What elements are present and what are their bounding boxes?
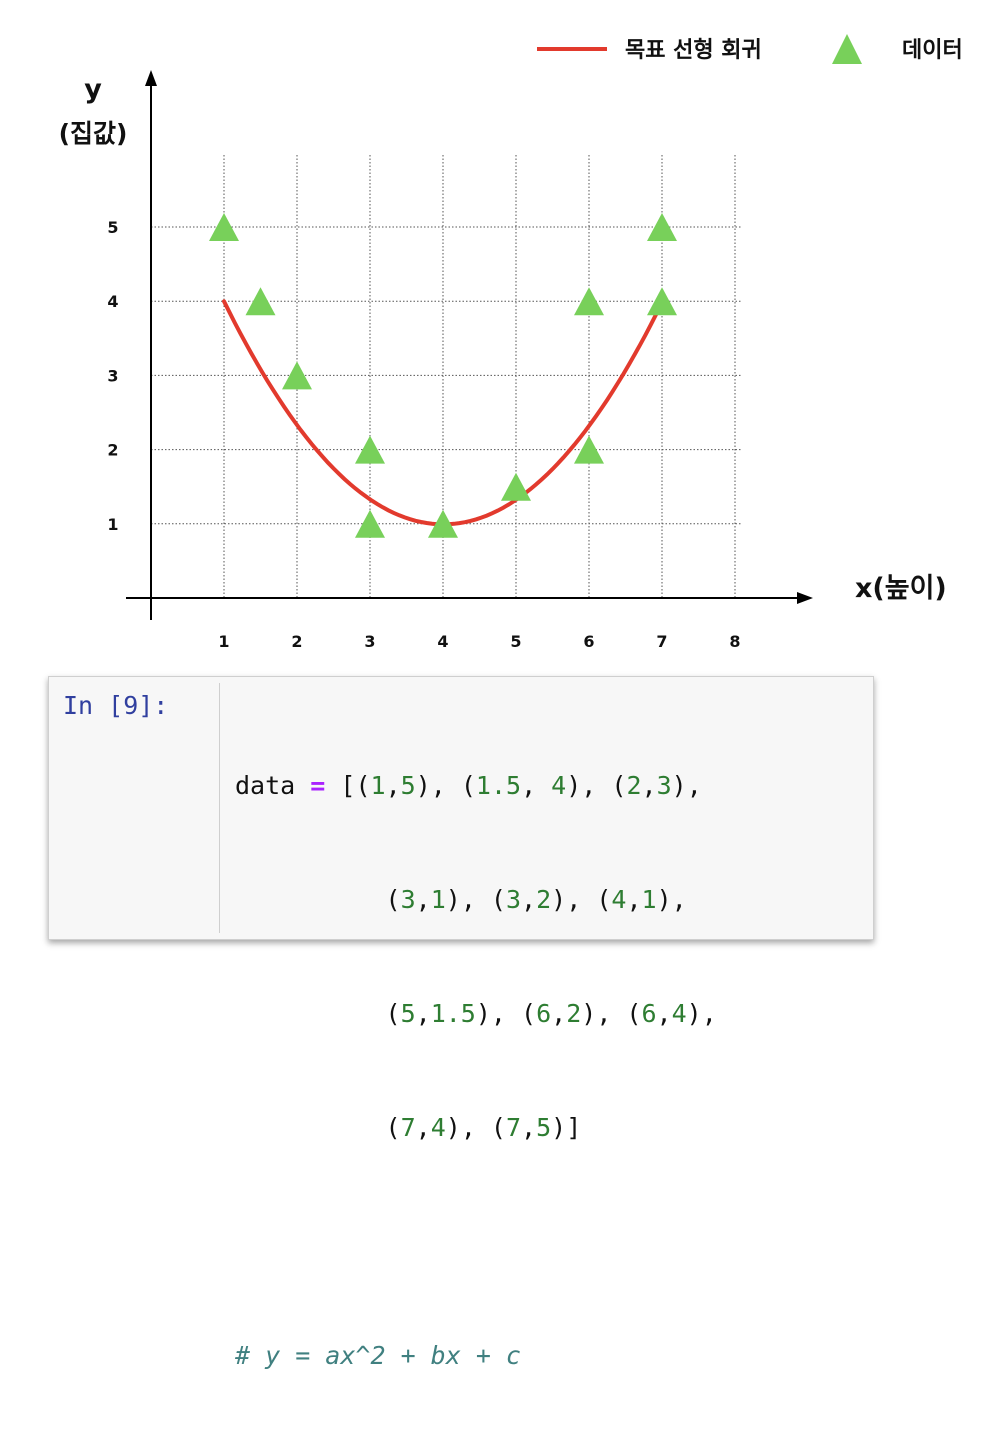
x-tick-label: 1 — [218, 632, 229, 651]
x-tick-label: 4 — [437, 632, 448, 651]
data-point-triangle — [355, 435, 385, 464]
x-axis-title: x(높이) — [855, 573, 947, 604]
y-tick-label: 5 — [107, 218, 118, 237]
y-tick-label: 2 — [107, 441, 118, 460]
code-editor[interactable]: data = [(1,5), (1.5, 4), (2,3), (3,1), (… — [235, 691, 717, 1451]
data-point-triangle — [647, 213, 677, 241]
y-axis-arrow-icon — [145, 70, 157, 86]
code-line-3: (5,1.5), (6,2), (6,4), — [385, 999, 717, 1028]
code-line-4: (7,4), (7,5)] — [385, 1113, 582, 1142]
data-point-triangle — [647, 287, 677, 316]
data-point-triangle — [574, 435, 604, 464]
code-comment: # y = ax^2 + bx + c — [235, 1341, 521, 1370]
cell-prompt: In [9]: — [63, 691, 169, 720]
data-point-triangle — [245, 287, 276, 316]
tick-labels: 1 2 3 4 5 6 7 8 1 2 3 4 5 — [107, 218, 740, 651]
code-line-blank — [235, 1223, 717, 1261]
y-axis-subtitle: (집값) — [59, 119, 128, 148]
data-points — [209, 213, 677, 538]
code-line-1: data = [(1,5), (1.5, 4), (2,3), — [235, 771, 702, 800]
x-tick-label: 8 — [729, 632, 740, 651]
x-axis-arrow-icon — [797, 592, 813, 604]
legend-label-regression: 목표 선형 회귀 — [625, 38, 762, 63]
data-point-triangle — [428, 509, 458, 538]
data-point-triangle — [282, 361, 312, 390]
data-point-triangle — [574, 287, 604, 316]
x-tick-label: 2 — [291, 632, 302, 651]
y-tick-label: 3 — [107, 366, 118, 385]
chart: 목표 선형 회귀 데이터 y (집값) x(높이) 1 2 3 4 5 6 7 8 1 2 3 4 5 — [59, 34, 963, 651]
x-tick-label: 3 — [364, 632, 375, 651]
code-line-2: (3,1), (3,2), (4,1), — [385, 885, 687, 914]
data-point-triangle — [501, 472, 531, 501]
legend-triangle-swatch — [832, 34, 862, 64]
x-tick-label: 5 — [510, 632, 521, 651]
y-tick-label: 1 — [107, 515, 118, 534]
legend-label-data: 데이터 — [902, 38, 963, 63]
y-axis-title: y — [84, 74, 102, 105]
x-tick-label: 7 — [656, 632, 667, 651]
data-point-triangle — [355, 509, 385, 538]
x-tick-label: 6 — [583, 632, 594, 651]
y-tick-label: 4 — [107, 292, 118, 311]
data-point-triangle — [209, 213, 239, 241]
legend: 목표 선형 회귀 데이터 — [537, 34, 963, 64]
cell-gutter-divider — [219, 683, 220, 933]
notebook-cell[interactable]: In [9]: data = [(1,5), (1.5, 4), (2,3), … — [48, 676, 874, 1370]
